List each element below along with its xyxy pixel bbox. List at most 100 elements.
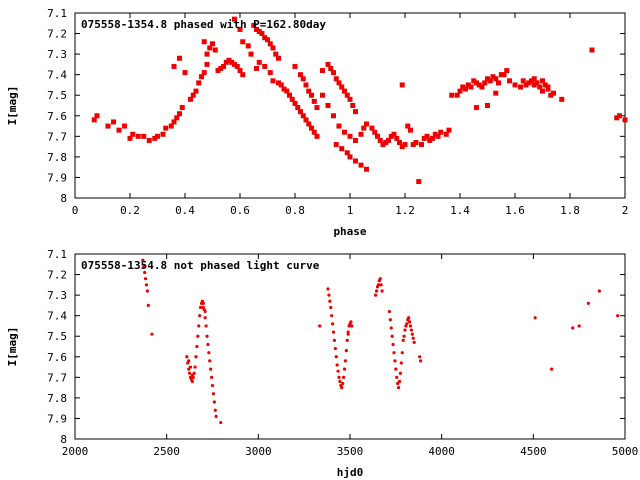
data-point: [405, 123, 411, 129]
x-tick-label: 3000: [245, 445, 272, 458]
data-point: [105, 123, 111, 129]
data-point: [270, 78, 276, 84]
data-point: [201, 305, 205, 310]
data-point: [507, 78, 512, 84]
data-point: [327, 293, 331, 297]
data-point: [146, 303, 150, 307]
data-point: [622, 117, 628, 123]
data-point: [177, 111, 182, 117]
data-point: [378, 277, 382, 281]
x-tick-label: 1: [347, 204, 354, 217]
data-point: [276, 80, 281, 86]
x-tick-label: 3500: [337, 445, 364, 458]
data-point: [205, 334, 209, 338]
data-point: [340, 386, 344, 390]
data-point: [267, 41, 273, 47]
data-point: [168, 123, 174, 129]
data-point: [383, 140, 389, 145]
data-point: [331, 70, 336, 76]
data-point: [361, 125, 367, 131]
data-point: [326, 287, 330, 291]
data-point: [416, 179, 422, 185]
data-point: [207, 45, 213, 51]
data-point: [320, 92, 325, 98]
data-point: [376, 283, 381, 287]
data-point: [193, 365, 197, 369]
data-point: [192, 371, 196, 375]
data-point: [342, 129, 347, 135]
data-point: [212, 47, 218, 53]
data-point: [421, 135, 427, 141]
data-point: [393, 359, 397, 363]
data-point: [332, 338, 337, 342]
data-point: [493, 76, 499, 82]
data-point: [262, 35, 268, 41]
x-tick-label: 0.4: [175, 204, 195, 217]
data-point: [400, 351, 404, 355]
data-point: [374, 293, 378, 297]
data-point: [295, 105, 301, 111]
unphased-light-curve-panel: 2000 2500 3000 3500 4000 4500 5000 7.1 7.2 7.3 7.4…: [6, 248, 638, 479]
data-point: [380, 142, 386, 148]
x-axis-label: hjd0: [337, 466, 364, 479]
data-point: [209, 367, 213, 371]
data-point: [482, 80, 488, 86]
data-point: [493, 90, 499, 96]
data-point: [520, 78, 526, 84]
data-point: [150, 332, 154, 336]
data-point: [196, 80, 202, 86]
data-point: [533, 316, 537, 320]
data-point: [141, 133, 147, 139]
x-tick-label: 1.2: [395, 204, 415, 217]
data-point: [391, 131, 397, 137]
data-point: [190, 379, 194, 384]
data-point: [187, 367, 191, 371]
data-point: [207, 351, 211, 355]
data-point: [194, 355, 198, 359]
data-point: [289, 96, 295, 102]
data-point: [438, 129, 444, 135]
data-point: [487, 78, 493, 84]
data-point: [364, 121, 369, 127]
y-axis-label: I[mag]: [6, 327, 19, 367]
data-point: [221, 63, 226, 69]
data-point: [198, 305, 203, 310]
y-tick-label: 7.9: [47, 171, 67, 184]
y-tick-label: 7.7: [47, 130, 67, 143]
data-point: [336, 123, 342, 129]
data-point: [292, 100, 298, 106]
data-point: [344, 150, 350, 156]
data-point: [407, 316, 411, 320]
y-tick-label: 7.7: [47, 371, 67, 384]
data-point: [374, 289, 379, 293]
data-point: [201, 70, 207, 76]
data-point: [476, 82, 482, 88]
data-point: [449, 92, 455, 98]
data-point: [353, 109, 358, 115]
data-point: [529, 78, 534, 84]
y-tick-label: 8: [60, 192, 67, 205]
data-point: [427, 137, 433, 143]
data-point: [336, 369, 340, 373]
data-point: [540, 78, 545, 84]
data-point: [142, 264, 146, 268]
data-point: [496, 80, 501, 86]
data-point: [309, 125, 314, 131]
data-point: [474, 80, 479, 86]
data-point: [226, 57, 232, 63]
data-point: [402, 142, 408, 148]
data-point: [212, 400, 216, 404]
data-point: [91, 117, 97, 123]
data-point: [245, 43, 251, 49]
data-point: [349, 320, 353, 324]
data-point: [278, 82, 284, 88]
data-point: [388, 318, 392, 322]
data-point: [548, 92, 554, 98]
data-point: [344, 92, 350, 98]
data-point: [210, 383, 215, 388]
data-point: [399, 144, 405, 150]
data-point: [163, 125, 169, 131]
data-point: [273, 51, 279, 57]
data-point: [267, 70, 273, 76]
y-tick-label: 7.4: [47, 310, 67, 323]
